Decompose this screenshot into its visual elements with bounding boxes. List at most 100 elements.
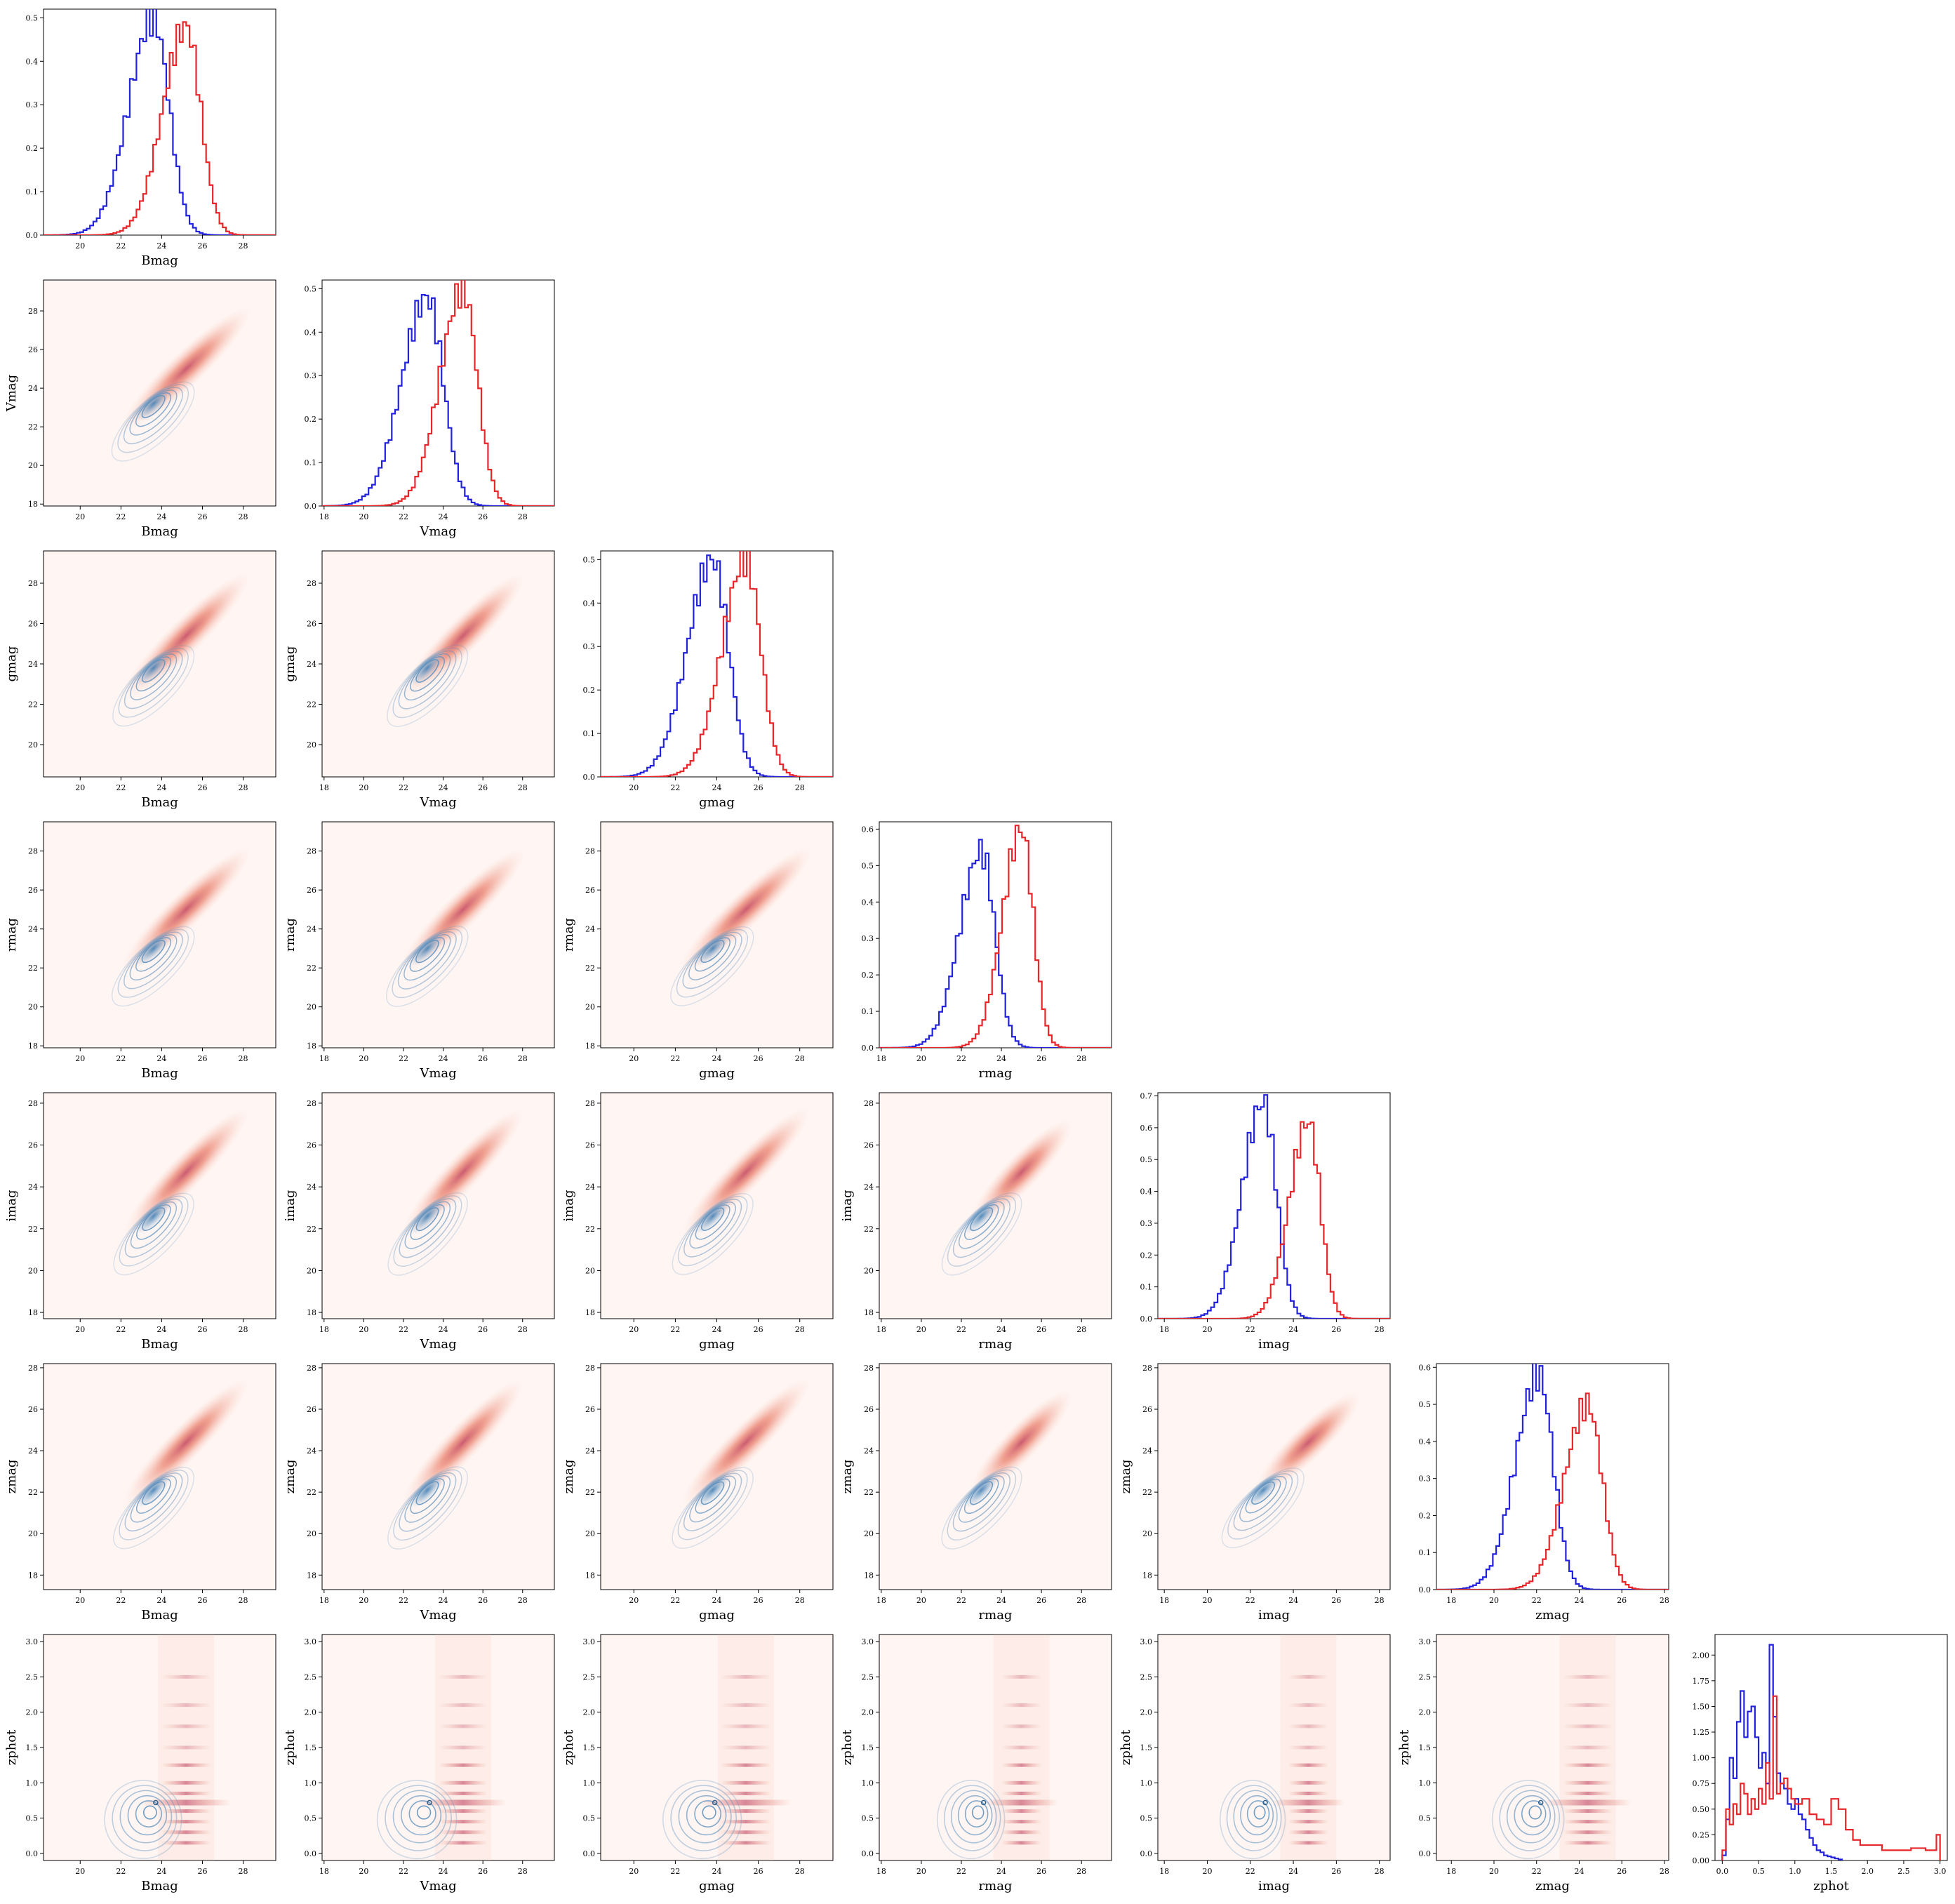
x-tick-label: 24 <box>156 512 166 521</box>
x-tick-label: 24 <box>712 1596 722 1605</box>
kde-blue-contour <box>392 928 463 999</box>
kde-red-band <box>720 1745 771 1750</box>
y-axis-label-rmag: rmag <box>4 918 19 952</box>
y-tick-label: 1.0 <box>1140 1778 1153 1788</box>
y-axis-label-imag: imag <box>840 1190 855 1221</box>
y-tick-label: 0.00 <box>1693 1856 1710 1865</box>
x-tick-label: 26 <box>478 1596 488 1605</box>
x-tick-label: 18 <box>319 783 329 792</box>
kde-red-band <box>1272 1799 1345 1806</box>
x-tick-label: 20 <box>1489 1867 1499 1876</box>
y-tick-label: 0.1 <box>583 729 596 738</box>
kde-blue-core <box>1245 1472 1282 1508</box>
x-tick-label: 28 <box>518 1325 528 1334</box>
y-tick-label: 22 <box>28 1225 38 1234</box>
kde-blue-contour <box>672 1467 754 1549</box>
kde-red-band <box>1001 1703 1042 1707</box>
x-tick-label: 26 <box>478 1867 488 1876</box>
kde-blue-contour <box>124 931 183 990</box>
kde-blue-contour <box>104 1779 182 1860</box>
kde-blue-contour-peak <box>712 1799 718 1806</box>
y-tick-label: 26 <box>864 1405 874 1414</box>
kde-blue-contour <box>1253 1805 1266 1820</box>
y-tick-label: 28 <box>864 1099 874 1108</box>
y-axis-label-zmag: zmag <box>840 1460 855 1494</box>
kde-red-band <box>161 1791 211 1795</box>
y-tick-label: 18 <box>1142 1571 1152 1580</box>
kde-blue-contour <box>1246 1800 1270 1828</box>
y-tick-label: 2.0 <box>583 1708 596 1717</box>
kde-red-band <box>1288 1763 1329 1767</box>
x-axis-label-Bmag: Bmag <box>141 795 178 810</box>
x-tick-label: 26 <box>1331 1596 1341 1605</box>
x-tick-label: 20 <box>629 1596 639 1605</box>
panel-zphot-vs-imag: 0.0 0.5 1.0 1.5 2.0 2.5 3.0 zphot 18 20 22 24 26 28 im… <box>1119 1634 1391 1893</box>
kde-blue-contour <box>401 1795 442 1836</box>
y-tick-label: 0.3 <box>583 642 596 651</box>
kde-blue-contour <box>952 1472 1010 1532</box>
y-axis-label-imag: imag <box>283 1190 298 1221</box>
y-axis-label-Vmag: Vmag <box>4 375 19 412</box>
y-tick-label: 0.5 <box>862 1814 874 1823</box>
kde-blue-contour <box>117 384 189 453</box>
kde-red-density <box>400 1376 526 1508</box>
x-tick-label: 20 <box>75 512 85 521</box>
x-tick-label: 3.0 <box>1934 1867 1947 1876</box>
kde-blue-contour-peak <box>1262 1799 1268 1806</box>
kde-blue-contour <box>397 931 457 990</box>
y-tick-label: 1.25 <box>1693 1728 1710 1737</box>
kde-red-band <box>1543 1799 1632 1806</box>
kde-blue-contour <box>387 1466 468 1550</box>
panel-zphot-vs-Vmag: 0.0 0.5 1.0 1.5 2.0 2.5 3.0 zphot 18 20 22 24 26 28 Vm… <box>283 1634 555 1893</box>
x-tick-label: 28 <box>239 512 248 521</box>
y-tick-label: 0.3 <box>1419 1474 1432 1484</box>
panel-zmag-vs-Vmag: 18 20 22 24 26 28 zmag 18 20 22 24 26 28 Vmag <box>283 1363 555 1623</box>
x-tick-label: 20 <box>629 783 639 792</box>
x-tick-label: 22 <box>670 1867 680 1876</box>
kde-red-band <box>1001 1830 1042 1835</box>
kde-blue-contour <box>1514 1795 1552 1836</box>
kde-blue-contour <box>415 1481 439 1505</box>
kde-blue-contour <box>392 647 462 719</box>
x-tick-label: 22 <box>116 1325 126 1334</box>
x-tick-label: 24 <box>1288 1325 1298 1334</box>
y-tick-label: 22 <box>585 964 595 973</box>
kde-blue-contour <box>695 1478 730 1514</box>
kde-red-band <box>161 1745 211 1750</box>
x-tick-label: 24 <box>156 1596 166 1605</box>
kde-red-band <box>439 1763 488 1767</box>
kde-red-band <box>720 1841 771 1845</box>
kde-blue-contour <box>393 1195 462 1267</box>
x-tick-label: 22 <box>670 1054 680 1063</box>
kde-blue-contour <box>963 1478 999 1514</box>
y-tick-label: 2.5 <box>1419 1672 1432 1682</box>
kde-red-band <box>161 1841 211 1845</box>
y-axis-label-zphot: zphot <box>1397 1729 1412 1765</box>
x-tick-label: 18 <box>319 1867 329 1876</box>
y-tick-label: 0.0 <box>305 1849 317 1858</box>
kde-red-band <box>439 1820 488 1824</box>
x-tick-label: 28 <box>239 1054 248 1063</box>
kde-blue-contour <box>415 940 439 964</box>
kde-blue-contour <box>672 1192 754 1275</box>
y-tick-label: 24 <box>585 1446 595 1456</box>
kde-red-band <box>439 1830 488 1835</box>
x-tick-label: 22 <box>1246 1867 1255 1876</box>
x-tick-label: 26 <box>478 512 488 521</box>
x-tick-label: 18 <box>1446 1596 1456 1605</box>
x-tick-label: 26 <box>1617 1596 1627 1605</box>
y-tick-label: 20 <box>864 1529 874 1538</box>
kde-blue-contour <box>404 1475 451 1523</box>
kde-panel-background <box>321 1634 555 1861</box>
kde-blue-contour <box>677 1470 748 1540</box>
x-tick-label: 28 <box>795 1054 805 1063</box>
x-axis-label-imag: imag <box>1258 1608 1290 1623</box>
x-axis-label-gmag: gmag <box>699 795 735 810</box>
kde-blue-contour <box>1221 1467 1305 1549</box>
x-tick-label: 18 <box>876 1325 886 1334</box>
kde-blue-contour <box>135 1800 162 1828</box>
x-tick-label: 26 <box>1036 1867 1046 1876</box>
histogram-red-Bmag <box>44 21 276 235</box>
kde-red-band <box>1563 1830 1613 1835</box>
kde-blue-contour <box>141 940 166 964</box>
